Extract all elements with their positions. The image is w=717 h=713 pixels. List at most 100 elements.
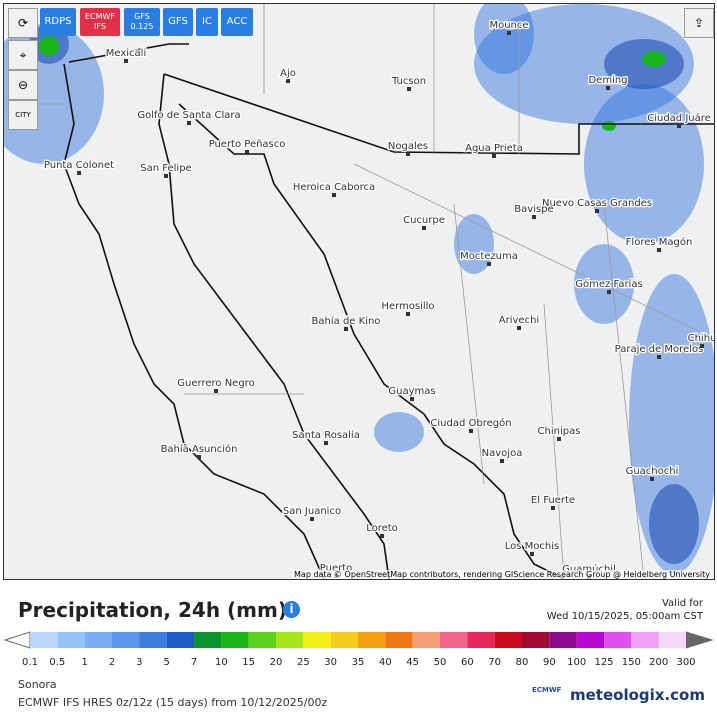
city-marker (700, 344, 704, 348)
valid-label: Valid for (661, 598, 703, 609)
city-label: Los Mochis (505, 541, 559, 552)
city-marker (607, 290, 611, 294)
city-marker (532, 215, 536, 219)
model-button[interactable]: RDPS (40, 8, 76, 36)
city-marker (164, 174, 168, 178)
scale-swatch (276, 632, 304, 648)
scale-label: 40 (379, 657, 392, 668)
city-marker (286, 79, 290, 83)
city-label: Guaymas (388, 386, 435, 397)
attribution: Map data © OpenStreetMap contributors, r… (292, 570, 712, 579)
precip-green (39, 36, 666, 131)
scale-label: 35 (352, 657, 365, 668)
scale-swatch (467, 632, 495, 648)
city-label: Bahía Asunción (161, 443, 238, 455)
scale-swatch (221, 632, 249, 648)
scale-label: 90 (543, 657, 556, 668)
ecmwf-logo: ECMWF (532, 686, 562, 694)
city-marker (187, 121, 191, 125)
model-button[interactable]: IC (196, 8, 218, 36)
city-label: Santa Rosalía (292, 429, 360, 441)
scale-label: 50 (434, 657, 447, 668)
scale-label: 1 (81, 657, 87, 668)
scale-swatch (412, 632, 440, 648)
scale-arrow-right (685, 631, 714, 649)
city-marker (487, 262, 491, 266)
city-label: Punta Colonet (44, 160, 114, 171)
city-marker (595, 209, 599, 213)
city-label: Arivechi (499, 315, 539, 326)
refresh-button[interactable]: ⟳ (8, 8, 38, 38)
info-icon[interactable]: i (283, 601, 300, 618)
city-marker (332, 193, 336, 197)
city-marker (407, 87, 411, 91)
city-marker (324, 441, 328, 445)
scale-label: 30 (324, 657, 337, 668)
model-button[interactable]: ECMWF IFS (80, 8, 120, 36)
scale-label: 0.1 (22, 657, 38, 668)
model-button[interactable]: ACC (221, 8, 253, 36)
scale-label: 15 (242, 657, 255, 668)
city-marker (657, 248, 661, 252)
precip (4, 4, 714, 574)
scale-label: 25 (297, 657, 310, 668)
scale-swatch (303, 632, 331, 648)
city-marker (410, 397, 414, 401)
scale-swatch (440, 632, 468, 648)
city-button[interactable]: CITY (8, 100, 38, 130)
scale-swatch (166, 632, 194, 648)
city-label: Chihu (688, 333, 714, 344)
valid-time: Wed 10/15/2025, 05:00am CST (546, 611, 703, 622)
city-label: Nogales (388, 141, 428, 152)
city-label: Nuevo Casas Grandes (542, 198, 652, 209)
city-marker (492, 154, 496, 158)
scale-swatch (194, 632, 222, 648)
scale-swatch (248, 632, 276, 648)
city-marker (551, 506, 555, 510)
city-label: Bavispe (514, 204, 553, 215)
scale-label: 5 (163, 657, 169, 668)
model-button[interactable]: GFS (163, 8, 193, 36)
model-button[interactable]: GFS 0.125 (124, 8, 160, 36)
scale-swatch (604, 632, 632, 648)
scale-label: 200 (649, 657, 668, 668)
share-button[interactable]: ⇪ (684, 8, 714, 38)
region: Sonora (18, 678, 57, 691)
city-label: Puerto Peñasco (209, 139, 286, 150)
map-layer: Mexicali Ajo Tucson Mounce Deming Ciudad Juár… (4, 4, 714, 579)
city-marker (517, 326, 521, 330)
zoom-button[interactable]: ⊖ (8, 70, 38, 100)
city-label: Hermosillo (381, 301, 434, 312)
city-label: Heroica Caborca (293, 182, 375, 193)
city-label: San Felipe (140, 163, 191, 174)
city-label: Ciudad Obregón (430, 417, 511, 429)
scale-label: 45 (406, 657, 419, 668)
city-label: Chinipas (538, 426, 581, 437)
scale-label: 125 (594, 657, 613, 668)
scale-label: 70 (488, 657, 501, 668)
city-label: Mexicali (106, 48, 146, 59)
scale-label: 100 (567, 657, 586, 668)
map[interactable]: Mexicali Ajo Tucson Mounce Deming Ciudad Juár… (3, 3, 715, 580)
color-scale: 0.1 0.5 1 2 3 5 7 10 15 20 25 30 35 40 45 50 60 70 80 90 100… (3, 631, 714, 668)
scale-label: 60 (461, 657, 474, 668)
scale-swatch (658, 632, 686, 648)
city-label: Cucurpe (403, 215, 445, 226)
city-label: San Juanico (283, 506, 341, 517)
scale-swatch (330, 632, 358, 648)
city-label: Guerrero Negro (177, 378, 254, 389)
scale-label: 300 (676, 657, 695, 668)
city-marker (469, 429, 473, 433)
city-label: Loreto (366, 523, 398, 534)
city-marker (77, 171, 81, 175)
city-label: Ciudad Juáre (647, 112, 711, 124)
coastline (63, 43, 714, 579)
scale-label: 150 (622, 657, 641, 668)
city-marker (677, 124, 681, 128)
city-marker (657, 355, 661, 359)
location-button[interactable]: ⌖ (8, 40, 38, 70)
city-marker (197, 455, 201, 459)
scale-swatch (112, 632, 140, 648)
city-marker (507, 31, 511, 35)
scale-swatch (84, 632, 112, 648)
